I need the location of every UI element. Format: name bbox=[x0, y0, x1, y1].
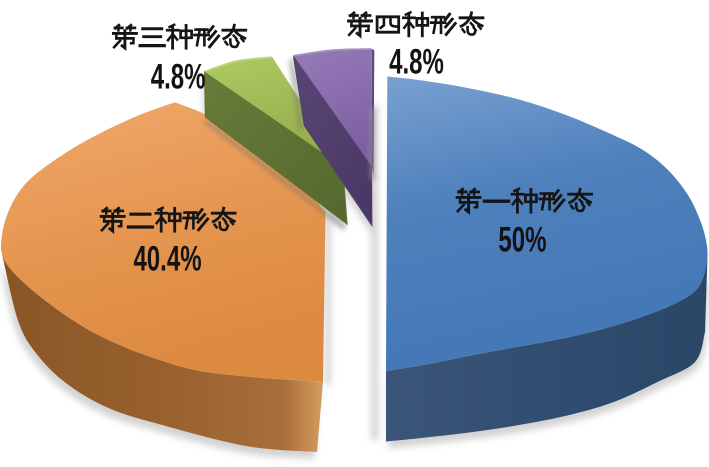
svg-text:50%: 50% bbox=[498, 221, 546, 260]
svg-text:4.8%: 4.8% bbox=[151, 58, 206, 97]
svg-text:4.8%: 4.8% bbox=[389, 43, 444, 82]
svg-text:40.4%: 40.4% bbox=[133, 240, 201, 279]
